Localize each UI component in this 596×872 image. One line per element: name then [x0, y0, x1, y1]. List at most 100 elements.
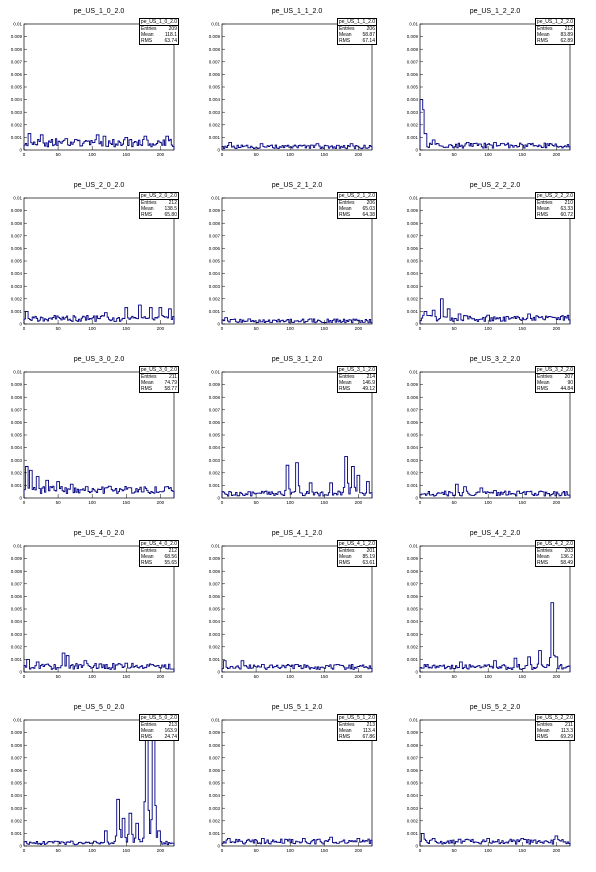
stats-box: pe_US_3_1_2.0 Entries 214 Mean 146.9 RMS 49.12 — [337, 366, 377, 393]
x-tick-label: 0 — [23, 674, 26, 679]
histogram-panel: pe_US_2_2_2.0 0 0.001 0.002 0.003 0.004 0.005 0… — [396, 174, 594, 348]
x-tick-label: 200 — [553, 500, 561, 505]
y-tick-label: 0.006 — [407, 246, 419, 251]
y-tick-label: 0.008 — [11, 47, 23, 52]
y-tick-label: 0.003 — [209, 458, 221, 463]
histogram-plot: 0 0.001 0.002 0.003 0.004 0.005 0.006 0.007 0.00… — [209, 22, 373, 157]
x-tick-label: 200 — [157, 326, 165, 331]
stats-name: pe_US_1_1_2.0 — [338, 19, 376, 26]
y-tick-label: 0 — [19, 322, 22, 327]
y-tick-label: 0.003 — [11, 806, 23, 811]
stats-rms-row: RMS 49.12 — [338, 386, 376, 392]
y-tick-label: 0.009 — [407, 556, 419, 561]
x-tick-label: 150 — [123, 326, 131, 331]
y-tick-label: 0 — [415, 496, 418, 501]
stats-name: pe_US_4_0_2.0 — [140, 541, 178, 548]
stats-mean-row: Mean 68.56 — [140, 554, 178, 560]
y-tick-label: 0.01 — [409, 22, 418, 27]
stats-rms-row: RMS 63.74 — [140, 38, 178, 44]
y-tick-label: 0.001 — [11, 831, 23, 836]
stats-label: RMS — [537, 212, 549, 218]
y-tick-label: 0.01 — [211, 718, 220, 723]
histogram-plot: 0 0.001 0.002 0.003 0.004 0.005 0.006 0.007 0.00… — [407, 718, 571, 853]
y-tick-label: 0.01 — [13, 718, 22, 723]
y-tick-label: 0.007 — [11, 59, 23, 64]
stats-entries-row: Entries 212 — [140, 548, 178, 554]
stats-label: Entries — [537, 26, 553, 32]
y-tick-label: 0.01 — [409, 196, 418, 201]
stats-value: 213 — [168, 722, 177, 728]
y-tick-label: 0.01 — [409, 370, 418, 375]
y-tick-label: 0.009 — [11, 208, 23, 213]
histogram-series — [221, 141, 373, 150]
y-tick-label: 0.001 — [11, 135, 23, 140]
y-tick-label: 0.007 — [209, 233, 221, 238]
stats-value: 138.5 — [164, 206, 177, 212]
y-tick-label: 0.004 — [209, 445, 221, 450]
stats-entries-row: Entries 209 — [140, 26, 178, 32]
histogram-plot: 0 0.001 0.002 0.003 0.004 0.005 0.006 0.007 0.00… — [11, 718, 175, 853]
y-tick-label: 0.004 — [11, 619, 23, 624]
y-tick-label: 0.003 — [209, 284, 221, 289]
x-tick-label: 100 — [484, 848, 492, 853]
stats-name: pe_US_5_2_2.0 — [536, 715, 574, 722]
y-tick-label: 0 — [415, 844, 418, 849]
y-tick-label: 0 — [217, 148, 220, 153]
y-tick-label: 0.01 — [409, 544, 418, 549]
stats-label: RMS — [339, 734, 351, 740]
x-tick-label: 150 — [123, 152, 131, 157]
y-tick-label: 0.006 — [407, 72, 419, 77]
x-tick-label: 200 — [355, 674, 363, 679]
histogram-panel: pe_US_4_0_2.0 0 0.001 0.002 0.003 0.004 0.005 0… — [0, 522, 198, 696]
y-tick-label: 0.001 — [209, 657, 221, 662]
stats-value: 83.89 — [560, 32, 573, 38]
stats-box: pe_US_3_2_2.0 Entries 207 Mean 90 RMS 44.84 — [535, 366, 575, 393]
histogram-plot: 0 0.001 0.002 0.003 0.004 0.005 0.006 0.007 0.00… — [11, 22, 175, 157]
x-tick-label: 100 — [88, 848, 96, 853]
stats-mean-row: Mean 146.9 — [338, 380, 376, 386]
stats-entries-row: Entries 201 — [338, 548, 376, 554]
y-tick-label: 0.002 — [209, 818, 221, 823]
stats-rms-row: RMS 65.80 — [140, 212, 178, 218]
stats-entries-row: Entries 206 — [338, 200, 376, 206]
y-tick-label: 0.001 — [407, 135, 419, 140]
y-tick-label: 0.002 — [11, 296, 23, 301]
histogram-series — [419, 602, 571, 672]
y-tick-label: 0.01 — [211, 370, 220, 375]
y-tick-label: 0.008 — [209, 47, 221, 52]
histogram-plot: 0 0.001 0.002 0.003 0.004 0.005 0.006 0.007 0.00… — [209, 196, 373, 331]
y-tick-label: 0.008 — [209, 221, 221, 226]
x-tick-label: 100 — [286, 500, 294, 505]
stats-label: Mean — [339, 206, 352, 212]
stats-value: 136.2 — [560, 554, 573, 560]
stats-entries-row: Entries 214 — [338, 374, 376, 380]
histogram-plot: 0 0.001 0.002 0.003 0.004 0.005 0.006 0.007 0.00… — [11, 544, 175, 679]
histogram-panel: pe_US_5_0_2.0 0 0.001 0.002 0.003 0.004 0.005 0… — [0, 696, 198, 870]
stats-value: 67.14 — [362, 38, 375, 44]
stats-value: 60.72 — [560, 212, 573, 218]
stats-value: 201 — [366, 548, 375, 554]
stats-label: Entries — [537, 200, 553, 206]
y-tick-label: 0.007 — [11, 581, 23, 586]
stats-value: 63.33 — [560, 206, 573, 212]
y-tick-label: 0.004 — [11, 97, 23, 102]
y-tick-label: 0.007 — [407, 407, 419, 412]
stats-value: 49.12 — [362, 386, 375, 392]
stats-value: 44.84 — [560, 386, 573, 392]
stats-rms-row: RMS 62.89 — [536, 38, 574, 44]
y-tick-label: 0.009 — [209, 34, 221, 39]
y-tick-label: 0.004 — [209, 97, 221, 102]
y-tick-label: 0.005 — [407, 781, 419, 786]
y-tick-label: 0.01 — [211, 196, 220, 201]
stats-entries-row: Entries 213 — [338, 722, 376, 728]
stats-box: pe_US_4_0_2.0 Entries 212 Mean 68.56 RMS 55.65 — [139, 540, 179, 567]
panel-title: pe_US_4_1_2.0 — [271, 530, 323, 537]
y-tick-label: 0.002 — [11, 470, 23, 475]
y-tick-label: 0.007 — [11, 755, 23, 760]
panel-title: pe_US_3_2_2.0 — [469, 356, 521, 363]
stats-label: Entries — [141, 722, 157, 728]
panel-title: pe_US_2_2_2.0 — [469, 182, 521, 189]
y-tick-label: 0.009 — [209, 730, 221, 735]
y-tick-label: 0.003 — [407, 110, 419, 115]
x-tick-label: 150 — [321, 848, 329, 853]
